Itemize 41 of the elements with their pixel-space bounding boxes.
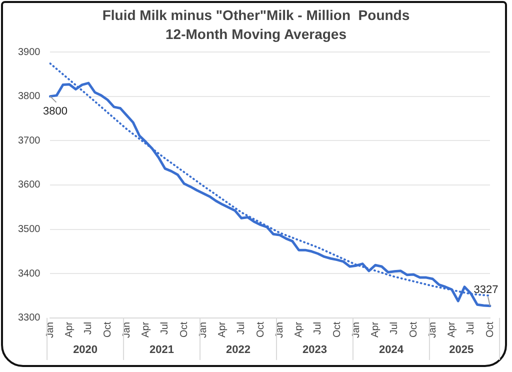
x-tick-label: Oct bbox=[484, 322, 496, 338]
data-label: 3327 bbox=[474, 284, 498, 296]
x-tick-label: Apr bbox=[446, 321, 458, 338]
data-label: 3800 bbox=[43, 105, 68, 118]
x-tick-label: Apr bbox=[370, 321, 382, 338]
x-tick-label: Jul bbox=[83, 322, 94, 335]
chart-title: Fluid Milk minus "Other"Milk - Million Pounds bbox=[101, 6, 411, 25]
y-tick-label: 3500 bbox=[18, 224, 41, 235]
x-tick-label: Jul bbox=[160, 322, 171, 335]
x-tick-label: Jul bbox=[312, 322, 324, 335]
text: 2024 bbox=[378, 344, 404, 356]
x-tick-label: Oct bbox=[408, 322, 420, 338]
y-tick-label: 3700 bbox=[18, 135, 41, 146]
y-tick-label: 3900 bbox=[18, 46, 41, 58]
x-tick-label: Jan bbox=[274, 322, 286, 338]
x-tick-label: Jul bbox=[389, 322, 400, 335]
text: 2020 bbox=[73, 344, 98, 356]
text: 2022 bbox=[226, 344, 250, 356]
x-tick-label: Jan bbox=[121, 322, 132, 338]
y-tick-label: 3800 bbox=[18, 91, 41, 102]
y-tick-label: 3400 bbox=[18, 268, 41, 280]
y-tick-label: 3600 bbox=[18, 180, 41, 191]
text: 2025 bbox=[449, 344, 474, 356]
x-tick-label: Oct bbox=[102, 322, 114, 338]
x-tick-label: Jan bbox=[198, 322, 209, 338]
x-tick-label: Apr bbox=[217, 321, 228, 338]
text: 2021 bbox=[150, 344, 174, 356]
x-tick-label: Apr bbox=[64, 321, 76, 338]
x-tick-label: Apr bbox=[294, 321, 305, 338]
y-tick-label: 3300 bbox=[18, 312, 41, 324]
x-tick-label: Jan bbox=[427, 322, 438, 338]
x-tick-label: Oct bbox=[178, 322, 190, 338]
chart-subtitle: 12-Month Moving Averages bbox=[164, 25, 348, 44]
x-tick-label: Jan bbox=[350, 322, 362, 338]
x-tick-label: Jul bbox=[236, 322, 248, 335]
x-tick-label: Oct bbox=[255, 322, 266, 338]
x-tick-label: Oct bbox=[332, 322, 343, 338]
text: 2023 bbox=[302, 344, 327, 356]
x-tick-label: Jul bbox=[466, 322, 477, 335]
x-tick-label: Jan bbox=[44, 322, 56, 338]
x-tick-label: Apr bbox=[140, 321, 152, 338]
